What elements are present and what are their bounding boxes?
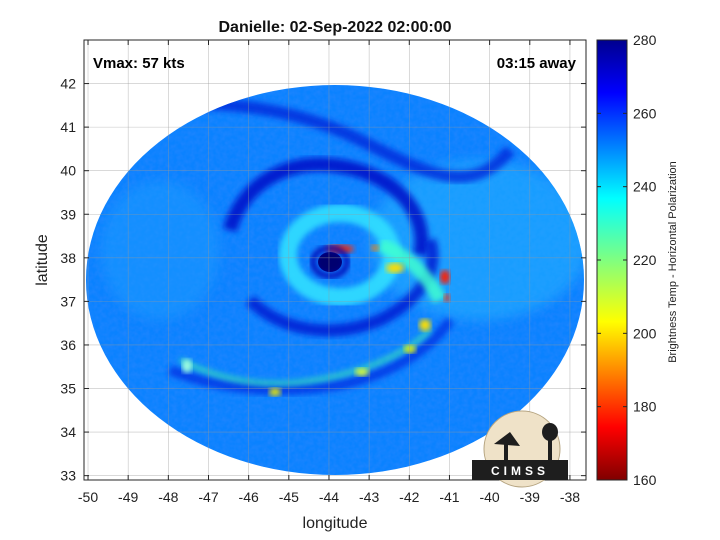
hotspot-east-2 bbox=[444, 294, 450, 302]
colorbar bbox=[596, 39, 628, 481]
x-tick-label: -40 bbox=[479, 489, 499, 505]
y-tick-label: 39 bbox=[60, 206, 76, 222]
x-tick-label: -48 bbox=[158, 489, 178, 505]
hotspot-east-1 bbox=[440, 270, 450, 284]
x-tick-label: -44 bbox=[319, 489, 339, 505]
y-tick-label: 40 bbox=[60, 163, 76, 179]
axes-frame bbox=[83, 39, 587, 481]
logo-dish-stand bbox=[504, 444, 508, 460]
hotspot-south-2 bbox=[355, 368, 369, 376]
colorbar-ticks: 160 180 200 220 240 260 280 bbox=[597, 32, 657, 488]
y-axis-ticks: 33 34 35 36 37 38 39 40 41 42 bbox=[60, 76, 586, 484]
y-tick-label: 36 bbox=[60, 337, 76, 353]
colorbar-tick-label: 240 bbox=[633, 179, 657, 195]
cimss-logo: CIMSS bbox=[472, 410, 568, 488]
logo-banner bbox=[472, 460, 568, 480]
hotspot-east-4 bbox=[386, 263, 404, 273]
colorbar-tick-label: 200 bbox=[633, 325, 657, 341]
time-offset-annotation: 03:15 away bbox=[497, 55, 577, 72]
x-tick-label: -43 bbox=[359, 489, 379, 505]
y-axis-label: latitude bbox=[34, 234, 51, 286]
logo-text: CIMSS bbox=[491, 464, 549, 478]
x-tick-label: -47 bbox=[198, 489, 218, 505]
hotspot-west bbox=[182, 359, 192, 373]
grid bbox=[84, 40, 586, 480]
rain-band-south bbox=[245, 238, 439, 337]
colorbar-tick-label: 180 bbox=[633, 399, 657, 415]
chart-title: Danielle: 02-Sep-2022 02:00:00 bbox=[218, 19, 451, 36]
x-tick-label: -41 bbox=[439, 489, 459, 505]
logo-tower-leg bbox=[548, 440, 552, 460]
colorbar-tick-label: 220 bbox=[633, 252, 657, 268]
logo-dish-icon bbox=[494, 432, 520, 446]
x-axis-label: longitude bbox=[303, 515, 368, 532]
hotspot-east-3 bbox=[419, 319, 431, 331]
storm-eye bbox=[318, 252, 342, 272]
colorbar-tick-label: 260 bbox=[633, 105, 657, 121]
y-tick-label: 34 bbox=[60, 424, 76, 440]
colorbar-tick-label: 160 bbox=[633, 472, 657, 488]
x-tick-label: -39 bbox=[520, 489, 540, 505]
x-tick-label: -42 bbox=[399, 489, 419, 505]
western-haze bbox=[100, 180, 220, 320]
y-tick-label: 35 bbox=[60, 381, 76, 397]
storm-eye-edge bbox=[310, 245, 350, 279]
x-axis-ticks: -50 -49 -48 -47 -46 -45 -44 -43 -42 -41 -40 -39 -38 bbox=[78, 40, 580, 505]
x-tick-label: -50 bbox=[78, 489, 98, 505]
logo-tower-tank-icon bbox=[542, 423, 558, 441]
x-tick-label: -45 bbox=[279, 489, 299, 505]
vmax-annotation: Vmax: 57 kts bbox=[93, 55, 185, 72]
hotspot-south-1 bbox=[269, 388, 281, 396]
y-tick-label: 42 bbox=[60, 76, 76, 92]
y-tick-label: 41 bbox=[60, 119, 76, 135]
rain-band-west bbox=[223, 157, 429, 257]
y-tick-label: 37 bbox=[60, 293, 76, 309]
hotspot-east-5 bbox=[371, 245, 379, 251]
rain-band-southwest bbox=[168, 317, 455, 395]
x-tick-label: -46 bbox=[239, 489, 259, 505]
colorbar-tick-label: 280 bbox=[633, 32, 657, 48]
hotspot-south-3 bbox=[404, 345, 416, 353]
x-tick-label: -38 bbox=[560, 489, 580, 505]
x-tick-label: -49 bbox=[118, 489, 138, 505]
eyewall-arc-east bbox=[377, 238, 447, 304]
y-tick-label: 33 bbox=[60, 468, 76, 484]
colorbar-label: Brightness Temp - Horizontal Polarizatio… bbox=[667, 161, 679, 363]
y-tick-label: 38 bbox=[60, 250, 76, 266]
